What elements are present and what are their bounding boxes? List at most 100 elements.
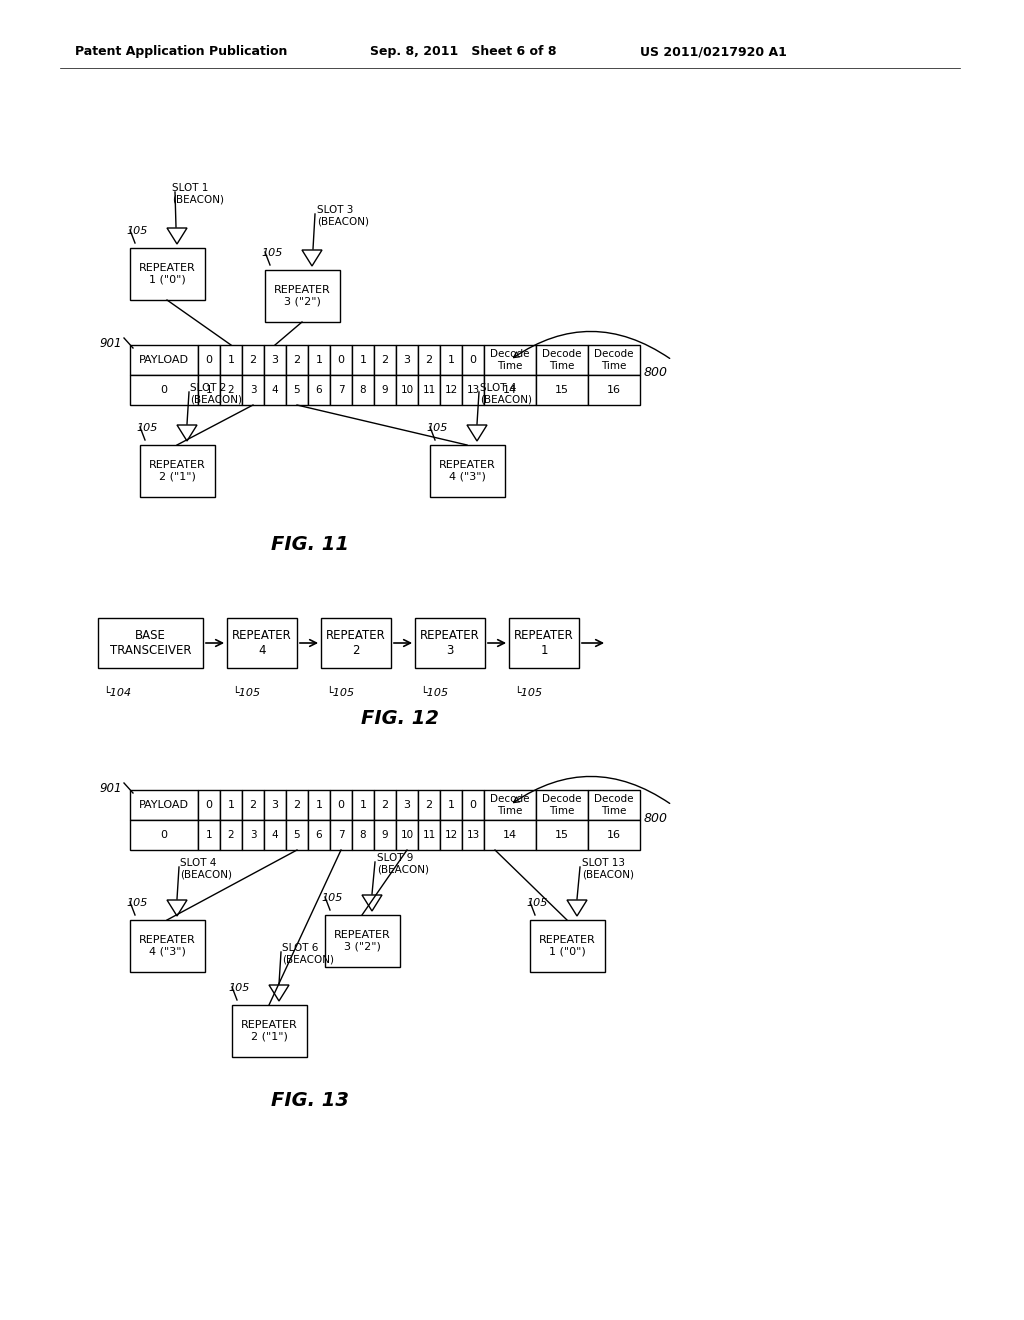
Text: Decode
Time: Decode Time [543,795,582,816]
Text: 1: 1 [206,385,212,395]
Text: Sep. 8, 2011   Sheet 6 of 8: Sep. 8, 2011 Sheet 6 of 8 [370,45,556,58]
Bar [321,618,391,668]
Text: └105: └105 [514,688,542,698]
Text: 15: 15 [555,830,569,840]
Bar [352,375,374,405]
Text: Decode
Time: Decode Time [543,350,582,371]
Text: 1: 1 [227,355,234,366]
Text: 2: 2 [294,800,301,810]
Bar [264,820,286,850]
Bar [588,789,640,820]
Bar [227,618,297,668]
Text: 0: 0 [161,385,168,395]
Bar [374,375,396,405]
Text: 4: 4 [271,385,279,395]
Text: └105: └105 [420,688,449,698]
Bar [396,375,418,405]
Text: 1: 1 [315,355,323,366]
Text: 3: 3 [250,830,256,840]
Text: SLOT 3
(BEACON): SLOT 3 (BEACON) [317,205,369,227]
Text: 10: 10 [400,385,414,395]
Text: 105: 105 [426,422,447,433]
Bar [430,445,505,498]
Bar [352,820,374,850]
Text: FIG. 11: FIG. 11 [271,536,349,554]
Text: 0: 0 [161,830,168,840]
Bar [308,345,330,375]
Bar [588,375,640,405]
Bar [265,271,340,322]
Text: 7: 7 [338,830,344,840]
Text: 1: 1 [227,800,234,810]
Text: 0: 0 [469,355,476,366]
Bar [536,789,588,820]
Text: SLOT 4
(BEACON): SLOT 4 (BEACON) [180,858,232,879]
Text: 0: 0 [338,800,344,810]
Text: 16: 16 [607,830,621,840]
Bar [242,345,264,375]
Bar [462,345,484,375]
Bar [220,820,242,850]
Bar [484,789,536,820]
Text: Decode
Time: Decode Time [490,350,529,371]
Bar [198,375,220,405]
Text: Decode
Time: Decode Time [490,795,529,816]
Text: 3: 3 [250,385,256,395]
Text: 3: 3 [403,355,411,366]
Bar [330,820,352,850]
Bar [330,375,352,405]
Text: 8: 8 [359,830,367,840]
Bar [462,375,484,405]
Bar [536,820,588,850]
Polygon shape [167,228,187,244]
Bar [130,375,198,405]
Bar [418,375,440,405]
Bar [130,820,198,850]
Text: 105: 105 [261,248,283,257]
Bar [232,1005,307,1057]
Bar [130,345,198,375]
Bar [242,375,264,405]
Text: PAYLOAD: PAYLOAD [139,355,189,366]
Polygon shape [467,425,487,441]
Polygon shape [567,900,587,916]
Text: REPEATER
2 ("1"): REPEATER 2 ("1") [150,461,206,482]
Bar [140,445,215,498]
Text: PAYLOAD: PAYLOAD [139,800,189,810]
Polygon shape [269,985,289,1001]
Text: 2: 2 [250,800,257,810]
Text: 2: 2 [425,355,432,366]
Bar [484,375,536,405]
Bar [484,820,536,850]
Text: 0: 0 [469,800,476,810]
Bar [440,820,462,850]
Polygon shape [167,900,187,916]
Bar [308,820,330,850]
Bar [264,789,286,820]
Text: 105: 105 [321,894,342,903]
Text: 2: 2 [227,830,234,840]
Text: Decode
Time: Decode Time [594,795,634,816]
Text: 105: 105 [136,422,158,433]
Text: SLOT 9
(BEACON): SLOT 9 (BEACON) [377,853,429,875]
Text: Decode
Time: Decode Time [594,350,634,371]
Bar [130,789,198,820]
Bar [396,789,418,820]
Bar [242,789,264,820]
Text: 5: 5 [294,385,300,395]
Text: 12: 12 [444,385,458,395]
Text: 13: 13 [466,385,479,395]
Bar [264,345,286,375]
Bar [308,789,330,820]
Text: 901: 901 [99,781,122,795]
Text: 14: 14 [503,830,517,840]
Bar [220,375,242,405]
Text: REPEATER
3 ("2"): REPEATER 3 ("2") [334,931,391,952]
Bar [588,345,640,375]
Bar [308,375,330,405]
Text: REPEATER
1: REPEATER 1 [514,630,573,657]
Bar [242,820,264,850]
Bar [440,789,462,820]
Bar [198,789,220,820]
Text: US 2011/0217920 A1: US 2011/0217920 A1 [640,45,786,58]
